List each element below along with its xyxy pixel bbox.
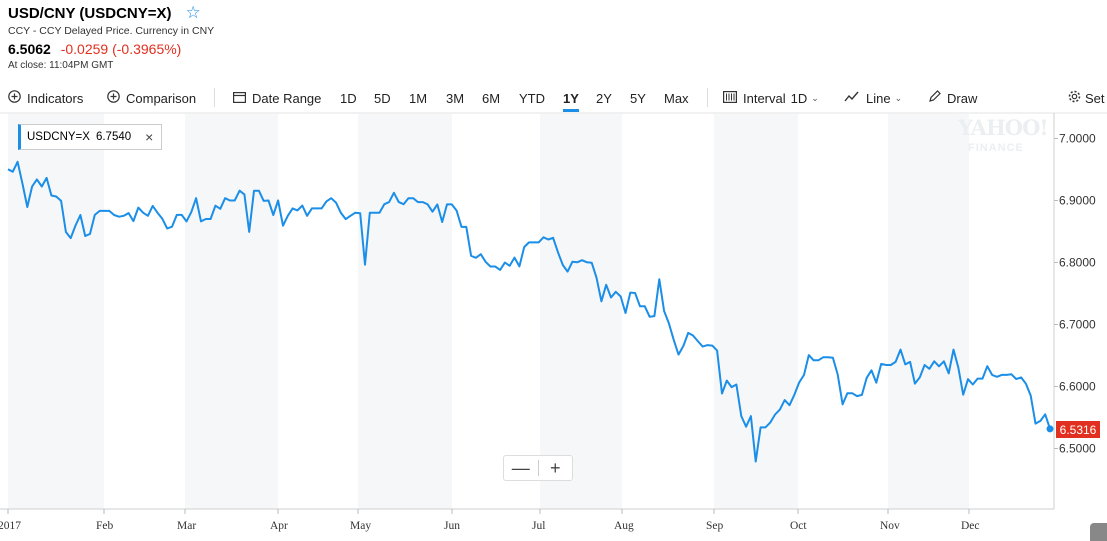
x-tick-label: Dec xyxy=(961,520,980,532)
x-tick-label: Sep xyxy=(706,520,724,532)
y-tick-label: 6.8000 xyxy=(1059,256,1096,270)
calendar-icon xyxy=(233,91,247,106)
x-tick-label: Jul xyxy=(532,520,545,532)
month-band xyxy=(185,114,278,509)
quote-title-row: USD/CNY (USDCNY=X) ☆ xyxy=(8,3,214,22)
y-tick-label: 6.6000 xyxy=(1059,380,1096,394)
series-line-usdcny xyxy=(7,160,1051,463)
zoom-in-button[interactable]: + xyxy=(549,457,561,478)
range-2y[interactable]: 2Y xyxy=(596,90,612,106)
x-tick-label: Feb xyxy=(96,520,114,532)
close-time: At close: 11:04PM GMT xyxy=(8,60,114,71)
chart-type-label: Line xyxy=(866,90,891,106)
toolbar-divider xyxy=(707,88,708,107)
month-band xyxy=(540,114,622,509)
price-row: 6.5062 -0.0259 (-0.3965%) xyxy=(8,41,214,57)
series-legend[interactable]: USDCNY=X 6.7540 × xyxy=(18,124,163,150)
x-tick-label: 2017 xyxy=(0,520,21,532)
range-1y[interactable]: 1Y xyxy=(563,86,579,112)
line-chart-icon xyxy=(844,91,860,106)
x-tick-label: Oct xyxy=(790,520,807,532)
quote-price: 6.5062 xyxy=(8,41,51,57)
last-value-badge: 6.5316 xyxy=(1056,421,1100,438)
scrollbar-thumb[interactable] xyxy=(1090,523,1107,541)
range-1d[interactable]: 1D xyxy=(340,90,357,106)
month-band xyxy=(358,114,452,509)
plus-circle-icon xyxy=(107,90,120,106)
toolbar-divider xyxy=(214,88,215,107)
chevron-down-icon: ⌄ xyxy=(811,92,819,103)
draw-button[interactable]: Draw xyxy=(928,86,977,110)
legend-symbol: USDCNY=X xyxy=(27,131,90,143)
zoom-divider xyxy=(537,460,539,476)
chart-type-button[interactable]: Line ⌄ xyxy=(844,86,902,110)
legend-value: 6.7540 xyxy=(95,131,132,143)
comparison-button[interactable]: Comparison xyxy=(107,86,196,110)
month-band xyxy=(714,114,798,509)
interval-button[interactable]: Interval 1D ⌄ xyxy=(723,86,819,110)
y-tick-label: 7.0000 xyxy=(1059,132,1096,146)
close-icon[interactable]: × xyxy=(145,129,154,145)
settings-label: Set xyxy=(1085,90,1105,106)
settings-button[interactable]: Set xyxy=(1068,86,1105,110)
interval-value: 1D xyxy=(790,90,808,106)
y-axis-ticks: 7.0000 6.9000 6.8000 6.7000 6.6000 6.5000 xyxy=(1054,132,1096,456)
chevron-down-icon: ⌄ xyxy=(894,92,903,103)
range-3m[interactable]: 3M xyxy=(446,90,465,106)
month-bands xyxy=(8,114,969,509)
chart-toolbar: Indicators Comparison Date Range 1D 5D 1… xyxy=(0,86,1107,112)
range-1m[interactable]: 1M xyxy=(409,90,428,106)
x-tick-label: May xyxy=(350,520,371,532)
y-tick-label: 6.5000 xyxy=(1059,442,1096,456)
x-tick-label: Jun xyxy=(444,520,460,532)
indicators-button[interactable]: Indicators xyxy=(8,86,83,110)
plus-circle-icon xyxy=(8,90,21,106)
quote-title: USD/CNY (USDCNY=X) xyxy=(8,4,172,22)
comparison-label: Comparison xyxy=(126,90,197,106)
quote-header: USD/CNY (USDCNY=X) ☆ CCY - CCY Delayed P… xyxy=(8,3,215,71)
quote-change: -0.0259 (-0.3965%) xyxy=(60,41,182,57)
date-range-button[interactable]: Date Range xyxy=(233,86,321,110)
range-max[interactable]: Max xyxy=(664,90,689,106)
range-5y[interactable]: 5Y xyxy=(630,90,646,106)
zoom-control: — + xyxy=(503,455,573,481)
zoom-out-button[interactable]: — xyxy=(511,457,530,478)
pencil-icon xyxy=(928,90,941,106)
gear-icon xyxy=(1068,90,1081,106)
last-point-marker xyxy=(1046,425,1054,433)
date-range-label: Date Range xyxy=(252,90,322,106)
range-ytd[interactable]: YTD xyxy=(519,90,545,106)
x-tick-label: Nov xyxy=(880,520,900,532)
y-tick-label: 6.7000 xyxy=(1059,318,1096,332)
draw-label: Draw xyxy=(947,90,978,106)
yahoo-finance-watermark: YAHOO! FINANCE xyxy=(958,115,1049,154)
watchlist-star-icon[interactable]: ☆ xyxy=(185,3,201,22)
indicators-label: Indicators xyxy=(27,90,84,106)
x-axis-ticks: 2017 Feb Mar Apr May Jun Jul Aug Sep Oct Nov Dec xyxy=(0,509,980,532)
quote-subtitle: CCY - CCY Delayed Price. Currency in CNY xyxy=(8,25,215,37)
range-6m[interactable]: 6M xyxy=(482,90,501,106)
range-5d[interactable]: 5D xyxy=(374,90,391,106)
x-tick-label: Mar xyxy=(177,520,196,532)
interval-label: Interval xyxy=(743,90,786,106)
month-band xyxy=(888,114,969,509)
month-band xyxy=(8,114,104,509)
x-tick-label: Apr xyxy=(270,520,288,532)
y-tick-label: 6.9000 xyxy=(1059,194,1096,208)
interval-icon xyxy=(723,90,738,106)
x-tick-label: Aug xyxy=(614,520,634,532)
